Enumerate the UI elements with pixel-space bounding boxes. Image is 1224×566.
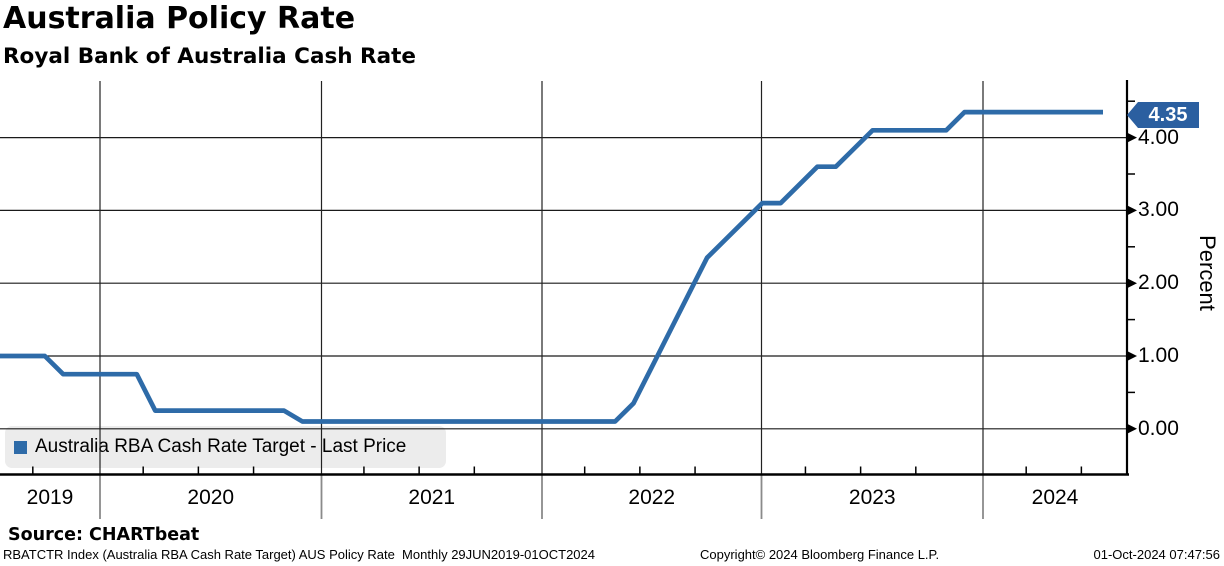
footer-timestamp: 01-Oct-2024 07:47:56 bbox=[1093, 547, 1220, 562]
y-major-tick-arrow-icon bbox=[1128, 424, 1137, 434]
y-major-tick-arrow-icon bbox=[1128, 278, 1137, 288]
data-line bbox=[0, 109, 1103, 424]
source-line: Source: CHARTbeat bbox=[8, 525, 200, 545]
y-major-tick-arrow-icon bbox=[1128, 351, 1137, 361]
y-major-tick-arrow-icon bbox=[1128, 133, 1137, 143]
chart-title: Australia Policy Rate bbox=[3, 1, 356, 36]
footer-description: RBATCTR Index (Australia RBA Cash Rate T… bbox=[3, 547, 595, 562]
y-major-tick-arrow-icon bbox=[1128, 205, 1137, 215]
legend-label: Australia RBA Cash Rate Target - Last Pr… bbox=[35, 436, 407, 457]
legend-swatch-icon bbox=[14, 440, 27, 454]
footer-copyright: Copyright© 2024 Bloomberg Finance L.P. bbox=[700, 547, 940, 562]
legend: Australia RBA Cash Rate Target - Last Pr… bbox=[5, 426, 446, 468]
chart-subtitle: Royal Bank of Australia Cash Rate bbox=[3, 44, 416, 69]
